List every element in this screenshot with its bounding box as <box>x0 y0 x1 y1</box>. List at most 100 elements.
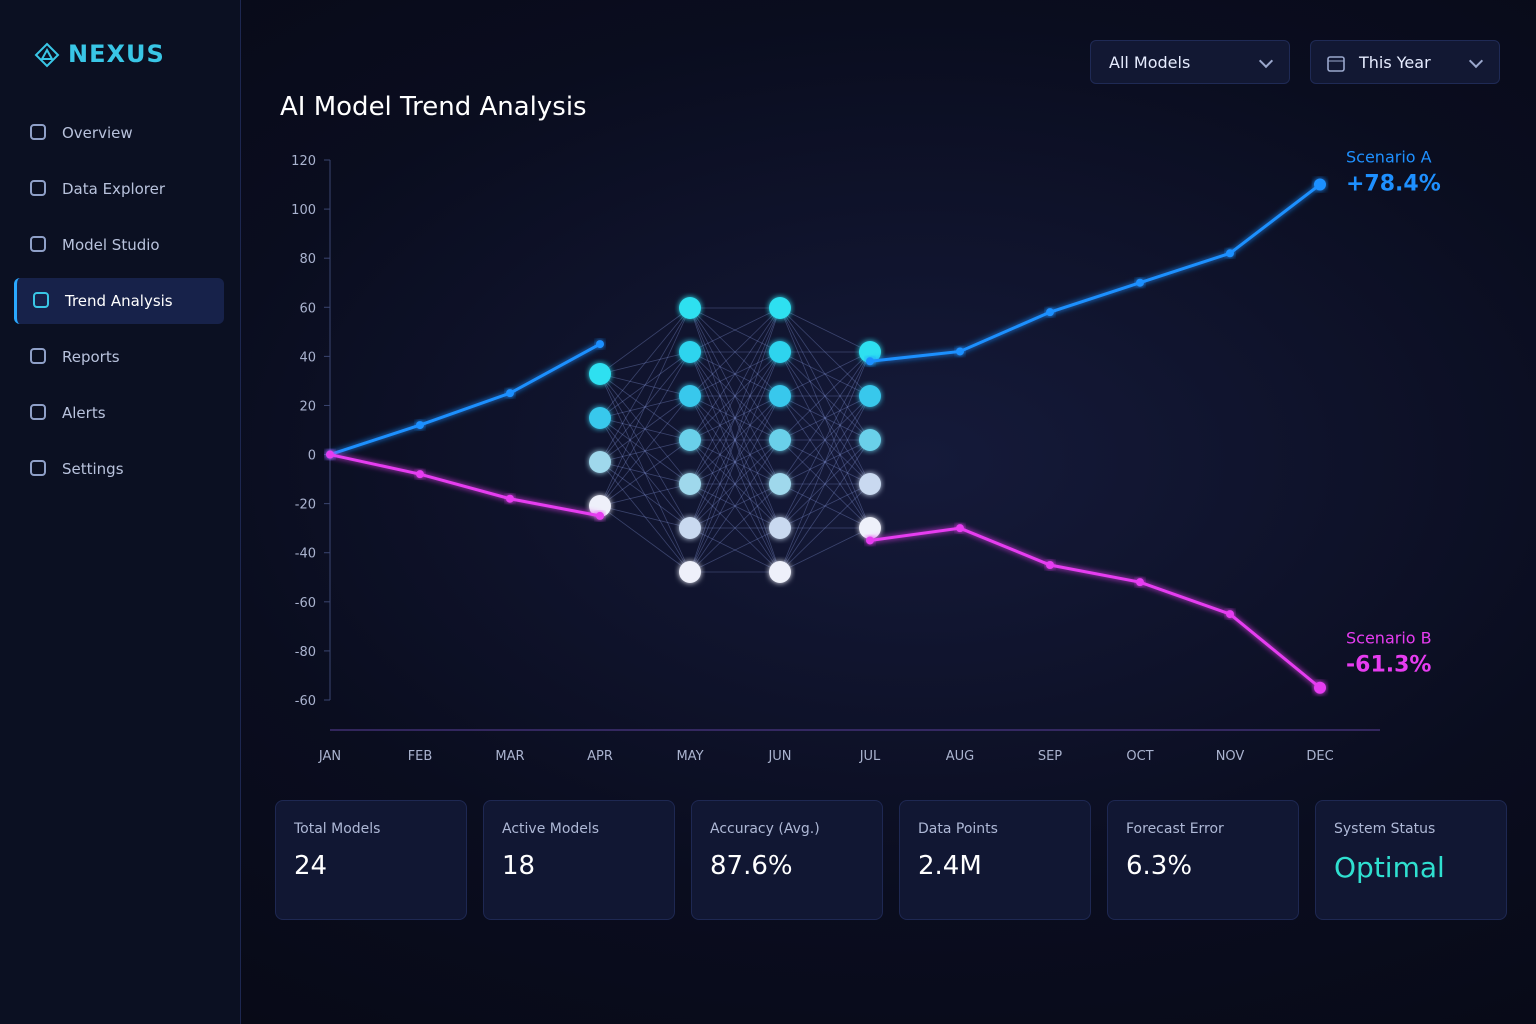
network-edge <box>689 307 781 441</box>
stat-label: Total Models <box>294 821 381 837</box>
nav-item[interactable]: Overview <box>14 110 224 156</box>
nav-item[interactable]: Model Studio <box>14 222 224 268</box>
x-tick-label: OCT <box>1126 749 1153 764</box>
network-edge <box>599 461 691 573</box>
network-edge <box>689 439 781 573</box>
network-edge <box>779 395 871 529</box>
x-tick-label: JUL <box>859 749 881 764</box>
network-edge <box>779 351 871 485</box>
network-edge <box>599 417 691 529</box>
network-edge <box>599 505 691 529</box>
y-tick-label: 80 <box>299 252 316 267</box>
x-tick-label: JUN <box>767 749 791 764</box>
network-node <box>589 451 611 473</box>
series-line <box>329 183 1321 456</box>
network-edge <box>779 483 871 573</box>
nav-item[interactable]: Data Explorer <box>14 166 224 212</box>
nav-item[interactable]: Trend Analysis <box>14 278 224 324</box>
network-edge <box>779 395 871 529</box>
network-edge <box>779 307 871 485</box>
data-point <box>1136 278 1144 287</box>
network-edge <box>779 439 871 485</box>
y-tick-label: 0 <box>308 449 316 464</box>
network-edge <box>779 307 871 397</box>
period-label: This Year <box>1359 53 1431 72</box>
stat-label: Data Points <box>918 821 998 837</box>
stat-label: Active Models <box>502 821 600 837</box>
network-edge <box>599 307 691 463</box>
nav-label: Reports <box>62 348 120 366</box>
network-edge <box>599 505 691 573</box>
x-tick-label: FEB <box>408 749 433 764</box>
network-edge <box>689 439 781 573</box>
nav-label: Alerts <box>62 404 106 422</box>
nav-item[interactable]: Settings <box>14 446 224 492</box>
network-edge <box>779 351 871 573</box>
stat-value: 18 <box>502 851 536 881</box>
stat-label: System Status <box>1334 821 1436 837</box>
network-edge <box>779 439 871 529</box>
x-tick-label: APR <box>587 749 613 764</box>
network-edge <box>599 307 691 375</box>
network-edge <box>689 439 781 529</box>
network-node <box>769 561 791 583</box>
network-edge <box>689 395 781 485</box>
end-label: +78.4% <box>1346 172 1441 197</box>
data-point <box>956 524 964 533</box>
data-point <box>956 347 964 356</box>
network-edge <box>599 395 691 463</box>
network-node <box>769 473 791 495</box>
network-edge <box>779 307 871 353</box>
y-tick-label: -20 <box>295 498 316 513</box>
network-edge <box>689 307 781 397</box>
network-edge <box>779 439 871 529</box>
network-edge <box>689 307 781 353</box>
network-edge <box>689 351 781 573</box>
network-edge <box>689 395 781 573</box>
network-node <box>859 517 881 539</box>
brand: NEXUS <box>34 40 165 68</box>
network-edge <box>689 307 781 441</box>
data-point <box>596 340 604 349</box>
network-edge <box>779 351 871 529</box>
nav-label: Settings <box>62 460 124 478</box>
network-node <box>589 495 611 517</box>
network-edge <box>599 395 691 507</box>
data-point <box>506 389 514 398</box>
data-point <box>866 357 874 366</box>
network-edge <box>689 439 781 529</box>
data-point <box>1314 178 1326 191</box>
stat-card: Total Models 24 <box>275 800 467 920</box>
network-edge <box>599 417 691 441</box>
data-point <box>1046 308 1054 317</box>
network-edge <box>599 351 691 419</box>
network-edge <box>599 373 691 529</box>
chart-title: AI Model Trend Analysis <box>280 92 587 122</box>
network-node <box>859 341 881 363</box>
nav-item[interactable]: Reports <box>14 334 224 380</box>
stat-card: Active Models 18 <box>483 800 675 920</box>
network-edge <box>599 439 691 463</box>
network-edge <box>689 351 781 529</box>
network-edge <box>779 307 871 529</box>
data-point <box>1226 249 1234 258</box>
network-edge <box>779 395 871 441</box>
network-edge <box>779 439 871 573</box>
x-tick-label: NOV <box>1216 749 1245 764</box>
model-filter[interactable]: All Models <box>1090 40 1290 84</box>
y-tick-label: 40 <box>299 350 316 365</box>
network-node <box>859 473 881 495</box>
period-filter[interactable]: This Year <box>1310 40 1500 84</box>
data-point <box>1226 610 1234 619</box>
stat-value: 2.4M <box>918 851 982 881</box>
network-node <box>589 407 611 429</box>
x-tick-label: SEP <box>1038 749 1062 764</box>
nav-item[interactable]: Alerts <box>14 390 224 436</box>
end-label: -61.3% <box>1346 653 1431 678</box>
network-edge <box>599 483 691 507</box>
network-edge <box>779 439 871 485</box>
network-edge <box>689 351 781 397</box>
network-edge <box>689 307 781 353</box>
network-edge <box>599 373 691 485</box>
